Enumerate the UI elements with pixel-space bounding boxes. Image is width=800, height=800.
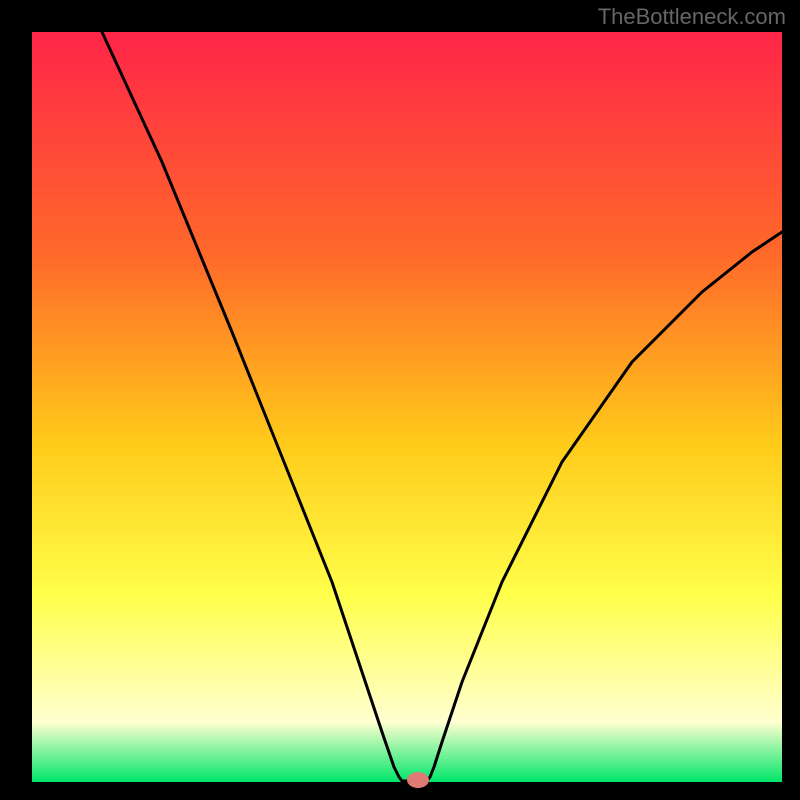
plot-area xyxy=(32,32,782,782)
optimum-marker xyxy=(407,772,429,788)
bottleneck-curve xyxy=(32,32,782,782)
watermark: TheBottleneck.com xyxy=(598,4,786,30)
